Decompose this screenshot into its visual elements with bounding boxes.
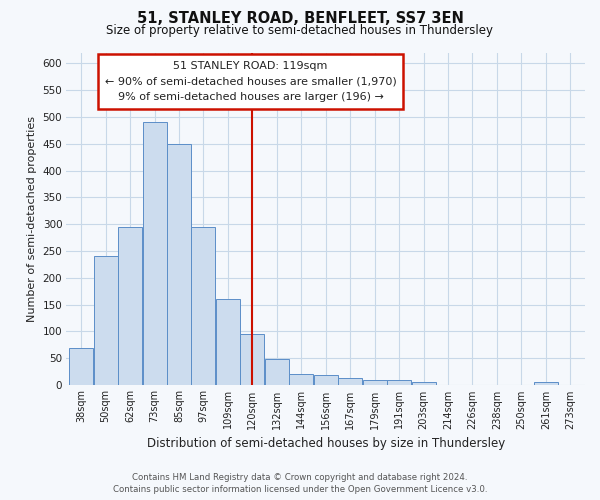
Bar [314,376,338,385]
Bar [412,382,436,385]
Text: Size of property relative to semi-detached houses in Thundersley: Size of property relative to semi-detach… [107,24,493,37]
Bar [216,300,240,385]
Bar [191,227,215,385]
Bar [143,122,167,385]
Bar [387,380,411,385]
Bar [534,382,558,385]
Bar [289,374,313,385]
Bar [118,227,142,385]
Bar [167,144,191,385]
Text: Contains HM Land Registry data © Crown copyright and database right 2024.
Contai: Contains HM Land Registry data © Crown c… [113,472,487,494]
Bar [265,360,289,385]
Y-axis label: Number of semi-detached properties: Number of semi-detached properties [27,116,37,322]
Bar [94,256,118,385]
Bar [362,380,386,385]
Bar [241,334,265,385]
Bar [338,378,362,385]
Bar [69,348,93,385]
Text: 51, STANLEY ROAD, BENFLEET, SS7 3EN: 51, STANLEY ROAD, BENFLEET, SS7 3EN [137,11,463,26]
X-axis label: Distribution of semi-detached houses by size in Thundersley: Distribution of semi-detached houses by … [146,437,505,450]
Text: 51 STANLEY ROAD: 119sqm
← 90% of semi-detached houses are smaller (1,970)
9% of : 51 STANLEY ROAD: 119sqm ← 90% of semi-de… [104,61,397,102]
